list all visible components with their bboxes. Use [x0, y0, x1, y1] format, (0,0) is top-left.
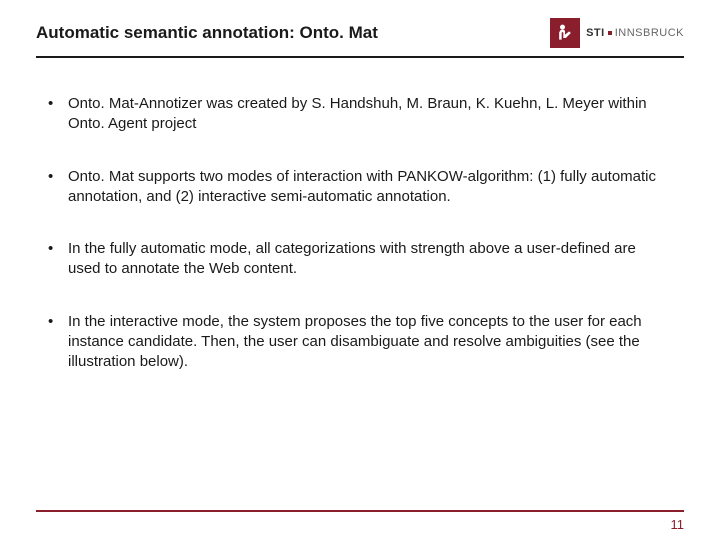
- bullet-text: In the fully automatic mode, all categor…: [68, 239, 672, 280]
- bullet-item: • Onto. Mat-Annotizer was created by S. …: [48, 94, 672, 135]
- bullet-marker: •: [48, 167, 68, 208]
- logo-text: STI INNSBRUCK: [586, 27, 684, 39]
- bullet-item: • Onto. Mat supports two modes of intera…: [48, 167, 672, 208]
- bullet-text: Onto. Mat supports two modes of interact…: [68, 167, 672, 208]
- sti-logo-icon: [550, 18, 580, 48]
- slide-title: Automatic semantic annotation: Onto. Mat: [36, 23, 378, 43]
- bullet-text: In the interactive mode, the system prop…: [68, 312, 672, 373]
- logo-city: INNSBRUCK: [615, 27, 684, 39]
- slide-content: • Onto. Mat-Annotizer was created by S. …: [0, 58, 720, 372]
- bullet-marker: •: [48, 312, 68, 373]
- bullet-marker: •: [48, 94, 68, 135]
- logo-group: STI INNSBRUCK: [550, 18, 684, 48]
- logo-sti: STI: [586, 27, 605, 39]
- page-number: 11: [671, 517, 685, 532]
- slide-header: Automatic semantic annotation: Onto. Mat…: [0, 0, 720, 56]
- bullet-item: • In the fully automatic mode, all categ…: [48, 239, 672, 280]
- footer-divider: [36, 510, 684, 512]
- bullet-marker: •: [48, 239, 68, 280]
- bullet-text: Onto. Mat-Annotizer was created by S. Ha…: [68, 94, 672, 135]
- bullet-item: • In the interactive mode, the system pr…: [48, 312, 672, 373]
- logo-dot-icon: [608, 31, 612, 35]
